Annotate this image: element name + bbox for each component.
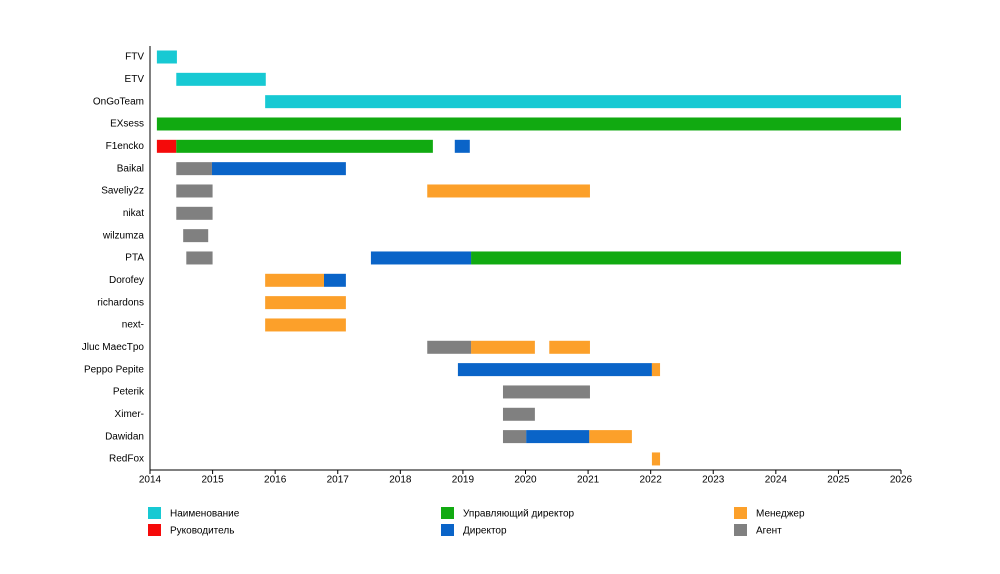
bar <box>186 251 213 265</box>
bar <box>265 318 346 332</box>
bar <box>176 72 266 86</box>
bar <box>176 206 213 220</box>
y-tick-label: EXsess <box>110 119 144 130</box>
x-tick-label: 2016 <box>264 475 287 486</box>
x-tick-label: 2017 <box>327 475 350 486</box>
legend-label: Менеджер <box>756 509 805 520</box>
legend-label: Агент <box>756 526 782 537</box>
x-tick-label: 2015 <box>201 475 224 486</box>
legend-swatch <box>148 524 161 536</box>
bar <box>651 452 661 466</box>
x-tick-label: 2022 <box>640 475 663 486</box>
bar <box>526 430 590 444</box>
bar <box>502 430 527 444</box>
y-tick-label: richardons <box>97 297 144 308</box>
x-tick-label: 2023 <box>702 475 725 486</box>
y-tick-label: PTA <box>125 253 144 264</box>
x-tick-label: 2021 <box>577 475 600 486</box>
bar <box>502 407 535 421</box>
bar <box>211 162 346 176</box>
legend-swatch <box>734 524 747 536</box>
y-tick-label: wilzumza <box>102 230 145 241</box>
legend-label: Руководитель <box>170 526 234 537</box>
x-tick-label: 2020 <box>514 475 537 486</box>
bar <box>427 184 590 198</box>
bar <box>265 273 324 287</box>
y-tick-label: Saveliy2z <box>101 186 144 197</box>
legend-swatch <box>441 507 454 519</box>
x-tick-label: 2025 <box>827 475 850 486</box>
bar <box>471 340 535 354</box>
bar <box>176 184 213 198</box>
bar <box>323 273 346 287</box>
bar <box>370 251 472 265</box>
bar <box>589 430 632 444</box>
bar <box>471 251 901 265</box>
y-tick-label: Peppo Pepite <box>84 364 144 375</box>
y-tick-label: Ximer- <box>115 409 144 420</box>
y-tick-label: FTV <box>125 52 144 63</box>
y-tick-label: F1encko <box>106 141 145 152</box>
x-tick-label: 2014 <box>139 475 162 486</box>
bar <box>183 229 209 243</box>
x-tick-label: 2024 <box>765 475 788 486</box>
bar <box>457 363 652 377</box>
bar <box>265 95 901 109</box>
x-tick-label: 2019 <box>452 475 475 486</box>
y-tick-label: RedFox <box>109 454 144 465</box>
bar <box>176 139 433 153</box>
y-tick-label: Dorofey <box>109 275 144 286</box>
legend-swatch <box>734 507 747 519</box>
bar <box>156 50 177 64</box>
bar <box>454 139 470 153</box>
legend-swatch <box>441 524 454 536</box>
y-tick-label: nikat <box>123 208 144 219</box>
bar <box>549 340 590 354</box>
bar <box>651 363 661 377</box>
y-tick-label: Dawidan <box>105 431 144 442</box>
y-tick-label: Jluc MaecTpo <box>82 342 145 353</box>
bar <box>427 340 472 354</box>
bar <box>265 296 346 310</box>
legend-label: Директор <box>463 526 507 537</box>
x-tick-label: 2026 <box>890 475 913 486</box>
y-tick-label: Peterik <box>113 387 145 398</box>
y-tick-label: ETV <box>125 74 145 85</box>
legend-label: Управляющий директор <box>463 509 575 520</box>
legend-label: Наименование <box>170 509 240 520</box>
y-tick-label: OnGoTeam <box>93 96 144 107</box>
x-tick-label: 2018 <box>389 475 412 486</box>
y-tick-label: Baikal <box>117 163 144 174</box>
legend-swatch <box>148 507 161 519</box>
bar <box>156 139 177 153</box>
y-tick-label: next- <box>122 320 144 331</box>
bar <box>502 385 590 399</box>
bar <box>176 162 212 176</box>
bar <box>156 117 902 131</box>
